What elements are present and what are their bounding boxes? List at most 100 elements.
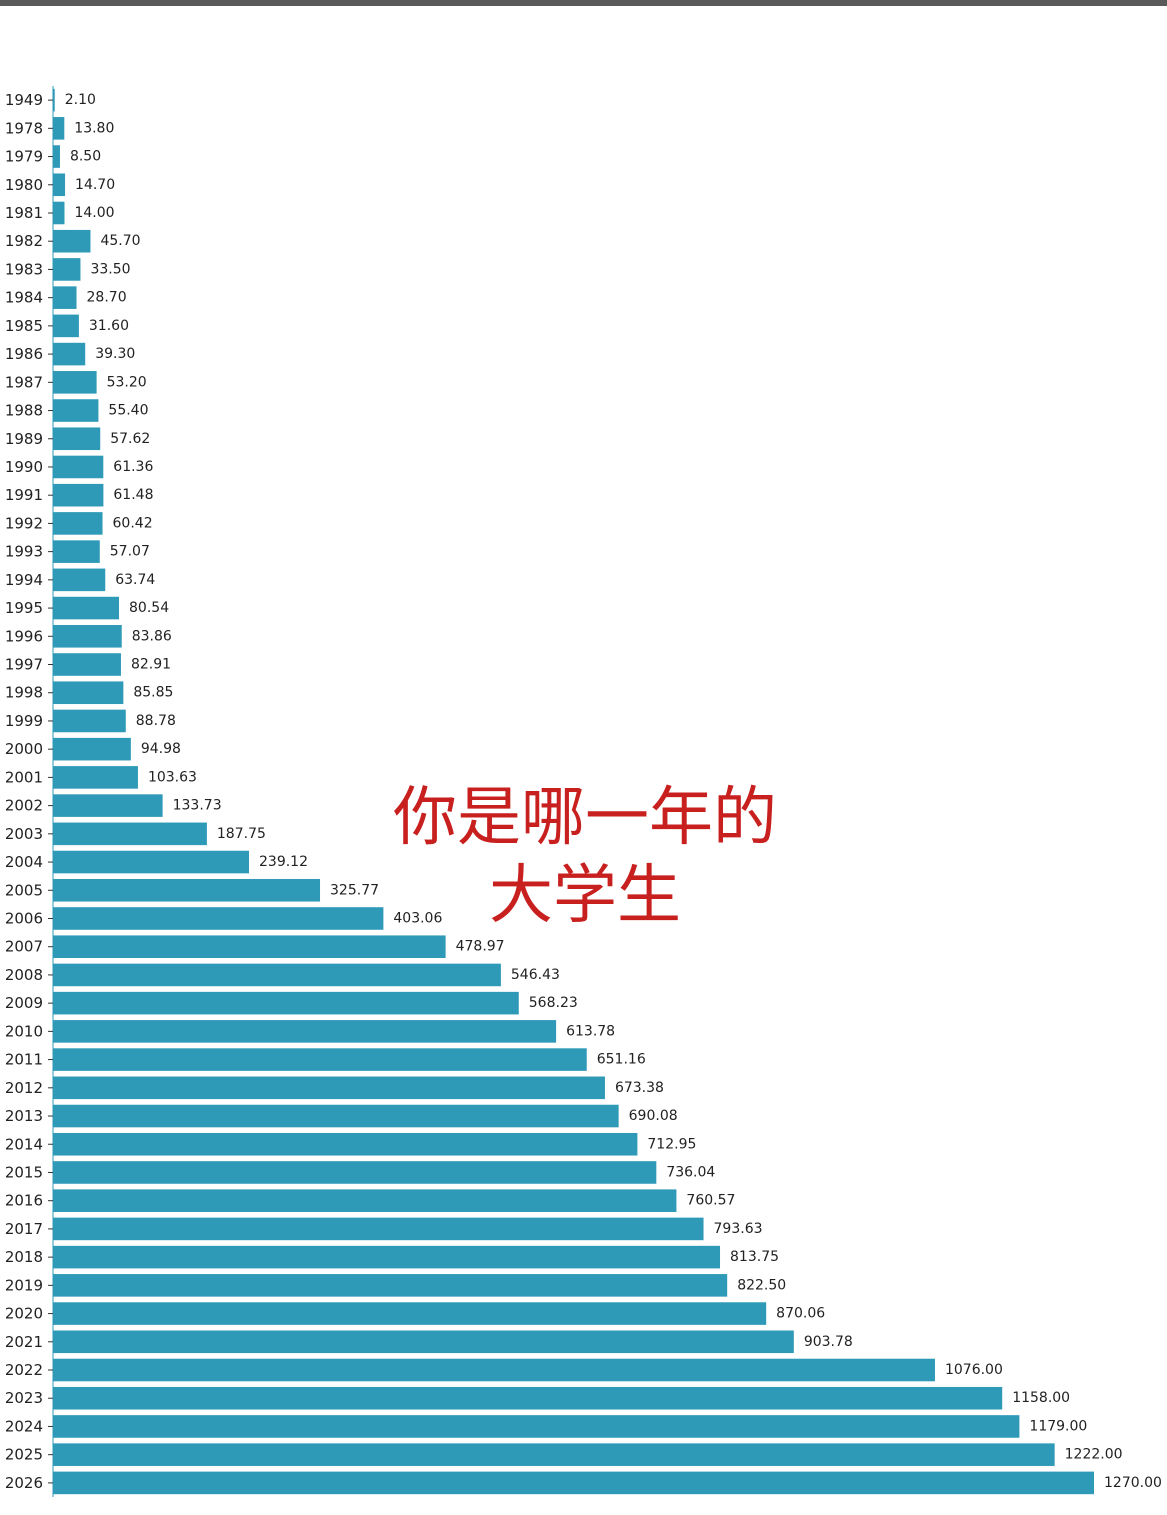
data-label: 45.70: [100, 233, 140, 249]
y-tick-label: 2004: [5, 853, 43, 871]
bar-2011: [53, 1048, 587, 1071]
data-label: 82.91: [131, 657, 171, 673]
y-tick-label: 1984: [5, 289, 43, 307]
data-label: 13.80: [74, 120, 114, 136]
data-label: 85.85: [133, 685, 173, 701]
y-tick-label: 1980: [5, 176, 43, 194]
y-tick-label: 2006: [5, 909, 43, 927]
bar-1985: [53, 314, 79, 338]
bar-1996: [53, 625, 122, 648]
bar-2012: [53, 1076, 605, 1100]
data-label: 14.00: [74, 205, 114, 221]
y-tick-label: 1949: [5, 91, 43, 109]
bar-1980: [53, 173, 66, 197]
bar-2015: [53, 1161, 657, 1184]
y-tick-label: 1998: [5, 684, 43, 702]
data-label: 736.04: [666, 1164, 715, 1180]
bar-1999: [53, 709, 126, 733]
bar-2008: [53, 963, 501, 987]
data-label: 403.06: [393, 910, 442, 926]
bar-1986: [53, 342, 86, 366]
y-tick-label: 2026: [5, 1474, 43, 1492]
bar-1979: [53, 145, 60, 168]
bar-2017: [53, 1217, 704, 1241]
data-label: 239.12: [259, 854, 308, 870]
bar-2020: [53, 1302, 767, 1325]
bar-2004: [53, 850, 250, 874]
bar-2001: [53, 766, 138, 789]
y-tick-label: 1999: [5, 712, 43, 730]
y-tick-label: 2002: [5, 797, 43, 815]
bar-2021: [53, 1330, 794, 1354]
bar-1997: [53, 653, 121, 676]
y-tick-label: 2015: [5, 1163, 43, 1181]
data-label: 813.75: [730, 1249, 779, 1265]
bar-1992: [53, 512, 103, 535]
y-tick-label: 1992: [5, 514, 43, 532]
data-label: 61.36: [113, 459, 153, 475]
y-tick-label: 1988: [5, 402, 43, 420]
data-label: 1179.00: [1029, 1418, 1087, 1434]
data-label: 651.16: [597, 1052, 646, 1068]
data-label: 690.08: [629, 1108, 678, 1124]
y-tick-label: 2025: [5, 1446, 43, 1464]
y-tick-label: 2000: [5, 740, 43, 758]
bar-2009: [53, 991, 519, 1015]
data-label: 903.78: [804, 1334, 853, 1350]
y-tick-label: 2024: [5, 1417, 43, 1435]
y-tick-label: 2008: [5, 966, 43, 984]
bar-2014: [53, 1132, 638, 1156]
bar-1949: [53, 88, 55, 112]
data-label: 14.70: [75, 177, 115, 193]
overlay-title-line-2: 大学生: [489, 859, 681, 933]
bar-2019: [53, 1274, 728, 1297]
bar-1995: [53, 596, 120, 620]
bar-2002: [53, 794, 163, 817]
bar-1978: [53, 117, 65, 140]
data-label: 478.97: [456, 939, 505, 955]
y-tick-label: 2023: [5, 1389, 43, 1407]
data-label: 1222.00: [1065, 1447, 1123, 1463]
data-label: 760.57: [686, 1193, 735, 1209]
y-tick-label: 1995: [5, 599, 43, 617]
data-label: 8.50: [70, 149, 101, 165]
data-label: 793.63: [714, 1221, 763, 1237]
bar-2022: [53, 1358, 935, 1382]
data-label: 94.98: [141, 741, 181, 757]
y-tick-label: 2005: [5, 881, 43, 899]
data-label: 568.23: [529, 995, 578, 1011]
y-tick-label: 2017: [5, 1220, 43, 1238]
y-tick-label: 1991: [5, 486, 43, 504]
y-tick-label: 2019: [5, 1276, 43, 1294]
bar-1993: [53, 540, 100, 563]
bar-2007: [53, 935, 446, 958]
bar-1984: [53, 286, 77, 309]
data-label: 870.06: [776, 1306, 825, 1322]
bar-2005: [53, 878, 321, 902]
top-bar: [0, 0, 1167, 6]
data-label: 61.48: [113, 487, 153, 503]
data-label: 33.50: [90, 261, 130, 277]
bar-1998: [53, 681, 124, 705]
data-label: 28.70: [87, 290, 127, 306]
y-tick-label: 2007: [5, 938, 43, 956]
bar-1987: [53, 371, 97, 394]
bar-1982: [53, 229, 91, 253]
bar-2000: [53, 737, 131, 761]
data-label: 2.10: [65, 92, 96, 108]
y-tick-label: 1979: [5, 148, 43, 166]
y-tick-label: 2014: [5, 1135, 43, 1153]
bar-2016: [53, 1189, 677, 1212]
bar-2026: [53, 1471, 1094, 1495]
bar-2013: [53, 1104, 619, 1128]
y-tick-label: 1986: [5, 345, 43, 363]
y-tick-label: 1993: [5, 543, 43, 561]
data-label: 88.78: [136, 713, 176, 729]
y-tick-label: 2003: [5, 825, 43, 843]
overlay-title-line-1: 你是哪一年的: [393, 781, 777, 855]
y-tick-label: 1981: [5, 204, 43, 222]
bar-2023: [53, 1386, 1003, 1410]
bar-1990: [53, 455, 104, 479]
bar-2025: [53, 1443, 1055, 1466]
